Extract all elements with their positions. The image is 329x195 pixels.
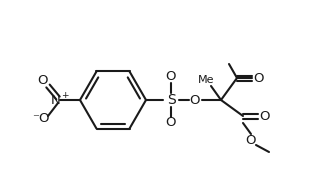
Text: +: + [61,90,68,99]
Text: N: N [50,93,60,106]
Text: O: O [260,110,270,122]
Text: Me: Me [198,75,214,85]
Text: O: O [166,71,176,83]
Text: S: S [166,93,175,107]
Text: O: O [254,72,264,84]
Text: O: O [38,74,48,88]
Text: ⁻O: ⁻O [32,113,50,126]
Text: O: O [246,135,256,147]
Text: O: O [166,116,176,129]
Text: O: O [190,93,200,106]
